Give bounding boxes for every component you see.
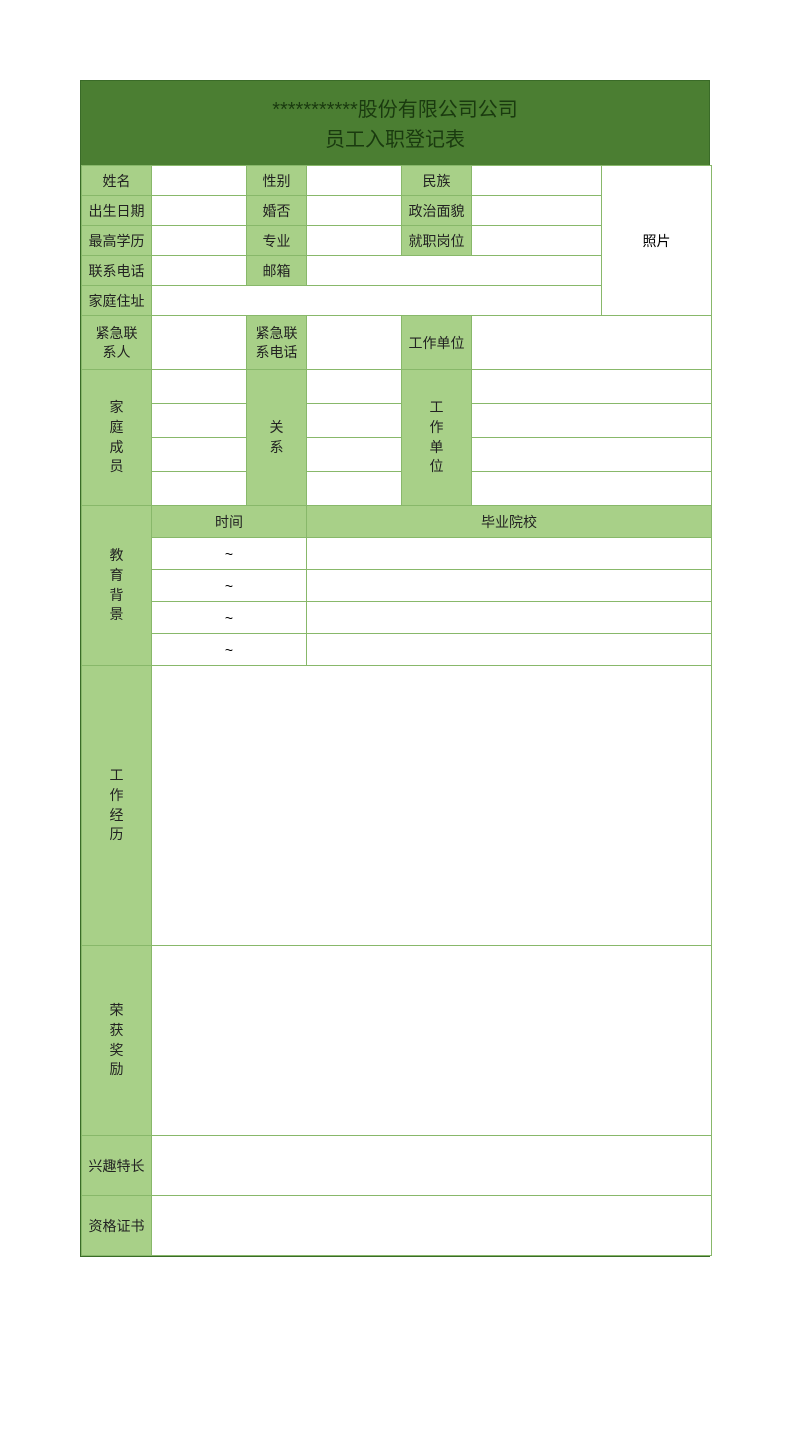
family-workunit-0[interactable]	[472, 370, 712, 404]
header-line2: 员工入职登记表	[81, 125, 709, 155]
label-ethnicity: 民族	[402, 166, 472, 196]
family-workunit-2[interactable]	[472, 438, 712, 472]
label-political: 政治面貌	[402, 196, 472, 226]
form-header: ***********股份有限公司公司 员工入职登记表	[81, 81, 709, 165]
value-position[interactable]	[472, 226, 602, 256]
edu-school-1[interactable]	[307, 570, 712, 602]
label-name: 姓名	[82, 166, 152, 196]
value-major[interactable]	[307, 226, 402, 256]
family-name-0[interactable]	[152, 370, 247, 404]
label-emergency-phone: 紧急联系电话	[247, 316, 307, 370]
label-gender: 性别	[247, 166, 307, 196]
label-family-members: 家庭成员	[82, 370, 152, 506]
photo-area[interactable]: 照片	[602, 166, 712, 316]
label-emergency-contact: 紧急联系人	[82, 316, 152, 370]
edu-school-2[interactable]	[307, 602, 712, 634]
edu-time-2[interactable]: ~	[152, 602, 307, 634]
label-email: 邮箱	[247, 256, 307, 286]
value-phone[interactable]	[152, 256, 247, 286]
family-relation-2[interactable]	[307, 438, 402, 472]
family-relation-1[interactable]	[307, 404, 402, 438]
edu-school-3[interactable]	[307, 634, 712, 666]
label-workunit-multi: 工作单位	[402, 370, 472, 506]
label-major: 专业	[247, 226, 307, 256]
family-relation-0[interactable]	[307, 370, 402, 404]
label-honors: 荣获奖励	[82, 946, 152, 1136]
label-birthdate: 出生日期	[82, 196, 152, 226]
value-emergency-contact[interactable]	[152, 316, 247, 370]
value-work-exp[interactable]	[152, 666, 712, 946]
form-table: 姓名 性别 民族 照片 出生日期 婚否 政治面貌 最高学历 专业 就职岗位	[81, 165, 712, 1256]
label-position: 就职岗位	[402, 226, 472, 256]
value-interests[interactable]	[152, 1136, 712, 1196]
label-address: 家庭住址	[82, 286, 152, 316]
edu-school-0[interactable]	[307, 538, 712, 570]
value-address[interactable]	[152, 286, 602, 316]
value-honors[interactable]	[152, 946, 712, 1136]
family-relation-3[interactable]	[307, 472, 402, 506]
family-name-3[interactable]	[152, 472, 247, 506]
value-married[interactable]	[307, 196, 402, 226]
edu-time-3[interactable]: ~	[152, 634, 307, 666]
family-name-1[interactable]	[152, 404, 247, 438]
label-edu-background: 教育背景	[82, 506, 152, 666]
value-political[interactable]	[472, 196, 602, 226]
value-certificates[interactable]	[152, 1196, 712, 1256]
label-phone: 联系电话	[82, 256, 152, 286]
value-birthdate[interactable]	[152, 196, 247, 226]
value-email[interactable]	[307, 256, 602, 286]
label-interests: 兴趣特长	[82, 1136, 152, 1196]
label-certificates: 资格证书	[82, 1196, 152, 1256]
label-relation: 关系	[247, 370, 307, 506]
label-highest-edu: 最高学历	[82, 226, 152, 256]
value-ethnicity[interactable]	[472, 166, 602, 196]
edu-time-1[interactable]: ~	[152, 570, 307, 602]
value-highest-edu[interactable]	[152, 226, 247, 256]
family-workunit-3[interactable]	[472, 472, 712, 506]
value-name[interactable]	[152, 166, 247, 196]
label-work-exp: 工作经历	[82, 666, 152, 946]
value-emergency-workunit[interactable]	[472, 316, 712, 370]
label-emergency-workunit: 工作单位	[402, 316, 472, 370]
edu-time-0[interactable]: ~	[152, 538, 307, 570]
value-emergency-phone[interactable]	[307, 316, 402, 370]
label-edu-time: 时间	[152, 506, 307, 538]
family-name-2[interactable]	[152, 438, 247, 472]
label-married: 婚否	[247, 196, 307, 226]
value-gender[interactable]	[307, 166, 402, 196]
label-edu-school: 毕业院校	[307, 506, 712, 538]
family-workunit-1[interactable]	[472, 404, 712, 438]
header-line1: ***********股份有限公司公司	[81, 95, 709, 125]
employee-onboarding-form: ***********股份有限公司公司 员工入职登记表 姓名 性别 民族 照片 …	[80, 80, 710, 1257]
